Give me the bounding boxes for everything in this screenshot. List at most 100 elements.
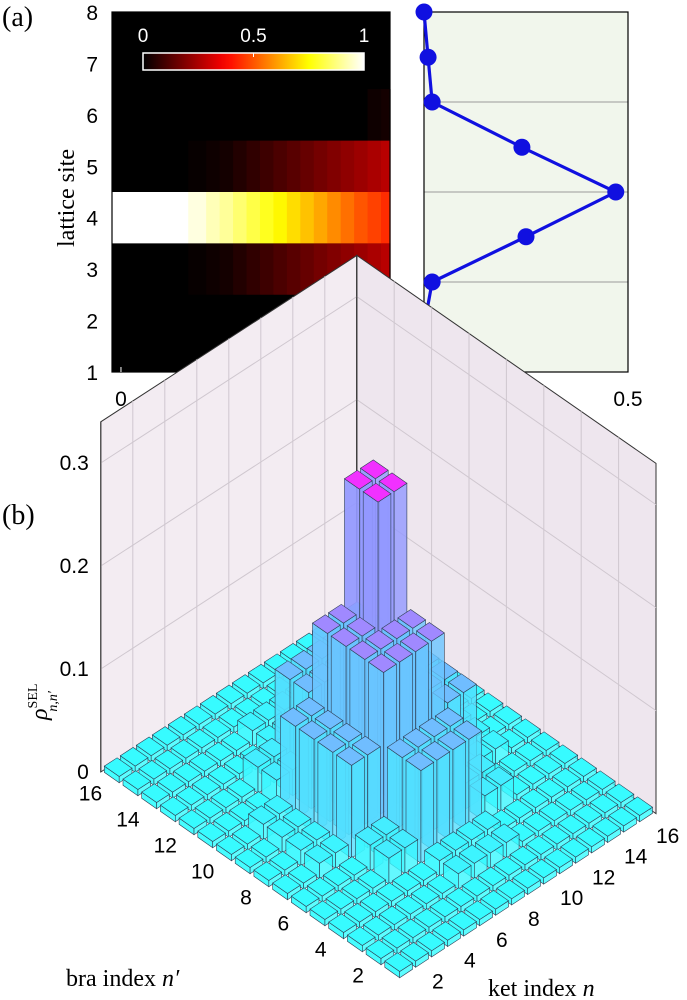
bar-top <box>178 809 208 829</box>
bar-top <box>314 709 344 730</box>
heatmap-cell <box>300 140 315 192</box>
bar-top <box>215 684 245 705</box>
bar-top <box>421 741 451 761</box>
bar-top <box>341 879 371 900</box>
bar-top <box>400 632 429 653</box>
bar-top <box>231 674 261 694</box>
bar-top <box>272 874 301 894</box>
bar-top <box>429 897 459 918</box>
bar-top <box>253 861 283 881</box>
heatmap-cell <box>340 192 355 244</box>
colorbar: 0 0.5 1 <box>138 26 370 71</box>
heatmap-cell <box>327 192 342 244</box>
bar-top <box>434 707 464 727</box>
bar-top <box>274 660 304 680</box>
bra-axis-label: bra index n′ <box>66 966 180 992</box>
bar-top <box>362 916 392 936</box>
bra-tick-label: 14 <box>116 809 140 832</box>
bar-top <box>397 609 427 629</box>
bar-top <box>349 640 379 660</box>
bar-top <box>557 814 587 835</box>
bar-top <box>194 799 224 819</box>
heatmap-cell <box>206 140 221 192</box>
heatmap-y-tick-label: 6 <box>86 105 98 128</box>
bar-top <box>576 827 606 848</box>
bar-top <box>517 765 547 785</box>
probability-point <box>517 228 535 246</box>
bar-top <box>311 614 341 634</box>
heatmap-cell <box>300 192 315 244</box>
heatmap-cell <box>233 243 248 295</box>
bar-top <box>247 663 277 684</box>
bar-top <box>394 895 424 915</box>
bar-top <box>381 619 411 640</box>
heatmap-cell <box>367 140 382 192</box>
bar-top <box>474 692 504 712</box>
bar-top <box>290 887 320 907</box>
heatmap-y-tick-label: 3 <box>86 259 98 282</box>
bar-top <box>183 705 213 725</box>
heatmap-cell <box>367 192 382 244</box>
bar-top <box>266 818 296 838</box>
bar-top <box>378 472 408 493</box>
bar-top <box>317 733 347 753</box>
bar-top <box>365 629 395 650</box>
bar-top <box>586 770 616 790</box>
heatmap-cell <box>286 243 301 295</box>
z-tick-label: 0.1 <box>60 658 89 681</box>
heatmap-cell <box>381 89 391 141</box>
heatmap-cell <box>340 89 355 141</box>
panel-a-label: (a) <box>2 2 33 33</box>
heatmap-cell <box>381 243 391 295</box>
bar-top <box>103 757 133 777</box>
heatmap-cell <box>112 294 189 347</box>
bar-top <box>568 757 597 777</box>
heatmap-cell <box>233 89 248 141</box>
probability-x-tick-label: 0.5 <box>613 388 642 411</box>
z-tick-label: 0.3 <box>60 452 89 475</box>
colorbar-tick-label: 0 <box>138 26 149 47</box>
bar-top <box>141 783 170 803</box>
bar-top <box>210 788 240 809</box>
bar-top <box>189 752 218 772</box>
probability-point <box>423 273 441 291</box>
bar-top <box>445 887 475 907</box>
bar-top <box>327 603 357 624</box>
heatmap-cell <box>300 89 315 141</box>
heatmap-cell <box>188 140 207 192</box>
bar-top <box>410 884 440 905</box>
heatmap-cell <box>246 89 261 141</box>
bar-top <box>202 718 232 738</box>
bar-top <box>288 864 317 884</box>
bar-top <box>512 718 541 738</box>
bar-top <box>325 890 355 910</box>
bar-top <box>199 695 229 715</box>
heatmap-y-tick-label: 2 <box>86 311 98 334</box>
bar-top <box>522 812 552 832</box>
heatmap-cell <box>219 140 234 192</box>
bar-top <box>360 892 389 913</box>
ket-tick-label: 10 <box>560 887 583 910</box>
heatmap-cell <box>286 192 301 244</box>
bar-top <box>493 856 523 876</box>
heatmap-cell <box>381 192 391 244</box>
bar-top <box>528 858 558 879</box>
bra-tick-label: 2 <box>352 965 364 988</box>
bar-top <box>536 778 565 798</box>
heatmap-cell <box>219 243 234 295</box>
bar-top <box>453 720 483 740</box>
bar-top <box>159 796 189 816</box>
bar-top <box>573 804 603 824</box>
bar-top <box>330 627 360 647</box>
heatmap-cell <box>259 140 275 192</box>
bar-top <box>544 848 574 868</box>
bar-top <box>480 890 510 910</box>
bar-top <box>263 794 293 815</box>
colorbar-tick-label: 1 <box>359 26 370 47</box>
heatmap-cell <box>188 192 207 244</box>
bar-top <box>570 780 600 801</box>
bar-top <box>493 705 523 725</box>
heatmap-cell <box>246 243 261 295</box>
bar-top <box>122 770 152 790</box>
heatmap-y-tick-label: 5 <box>86 156 98 179</box>
